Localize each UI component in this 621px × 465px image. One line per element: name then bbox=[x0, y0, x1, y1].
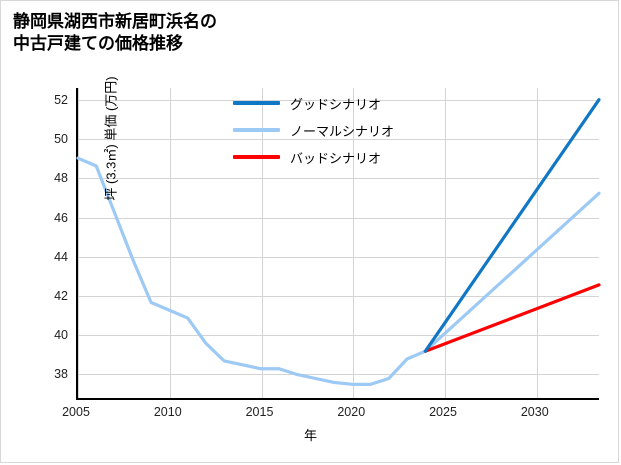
legend-swatch-icon bbox=[233, 155, 280, 159]
gridline-y-52 bbox=[78, 99, 599, 101]
gridline-y-48 bbox=[78, 178, 599, 180]
x-tick-label-2015: 2015 bbox=[245, 405, 274, 419]
y-tick-label-44: 44 bbox=[54, 249, 68, 264]
y-tick-label-40: 40 bbox=[54, 328, 68, 343]
gridline-x-2030 bbox=[536, 88, 538, 398]
x-tick-label-2030: 2030 bbox=[520, 405, 549, 419]
legend-item[interactable]: ノーマルシナリオ bbox=[233, 121, 394, 139]
y-tick-label-42: 42 bbox=[54, 289, 68, 303]
gridline-y-50 bbox=[78, 139, 599, 141]
legend-label: ノーマルシナリオ bbox=[290, 123, 395, 139]
x-tick-label-2025: 2025 bbox=[429, 405, 457, 419]
plot-area bbox=[76, 88, 601, 400]
series-lines bbox=[76, 98, 601, 386]
series-line-グッドシナリオ bbox=[423, 98, 601, 353]
gridline-y-38 bbox=[78, 374, 599, 376]
gridline-x-2020 bbox=[353, 88, 355, 398]
series-line-バッドシナリオ bbox=[423, 283, 601, 353]
chart-title: 静岡県湖西市新居町浜名の 中古戸建ての価格推移 bbox=[13, 12, 217, 54]
y-axis-title: 坪 (3.3㎡) 単価 (万円) bbox=[103, 76, 119, 201]
y-tick-label-48: 48 bbox=[54, 171, 68, 186]
x-axis-title: 年 bbox=[303, 428, 317, 443]
legend-label: グッドシナリオ bbox=[290, 96, 382, 112]
y-tick-label-38: 38 bbox=[54, 367, 68, 382]
gridline-x-2010 bbox=[169, 88, 171, 398]
y-tick-label-50: 50 bbox=[54, 132, 68, 147]
gridline-y-42 bbox=[78, 296, 599, 297]
chart-legend: グッドシナリオ ノーマルシナリオ バッドシナリオ bbox=[233, 94, 394, 166]
legend-label: バッドシナリオ bbox=[290, 150, 382, 166]
y-tick-label-52: 52 bbox=[54, 92, 68, 107]
gridline-x-2005 bbox=[78, 88, 79, 398]
legend-item[interactable]: グッドシナリオ bbox=[233, 94, 394, 112]
legend-swatch-icon bbox=[233, 128, 280, 132]
x-tick-label-2020: 2020 bbox=[337, 405, 366, 419]
y-tick-label-46: 46 bbox=[54, 210, 68, 225]
series-line-ノーマルシナリオ bbox=[76, 156, 601, 386]
x-tick-label-2005: 2005 bbox=[62, 405, 90, 419]
x-tick-label-2010: 2010 bbox=[153, 405, 182, 419]
legend-swatch-icon bbox=[233, 101, 280, 105]
gridline-y-46 bbox=[78, 217, 599, 219]
legend-item[interactable]: バッドシナリオ bbox=[233, 148, 394, 166]
gridline-x-2015 bbox=[261, 88, 263, 398]
gridline-y-40 bbox=[78, 335, 599, 337]
gridline-y-44 bbox=[78, 256, 599, 258]
gridline-x-2025 bbox=[445, 88, 447, 398]
